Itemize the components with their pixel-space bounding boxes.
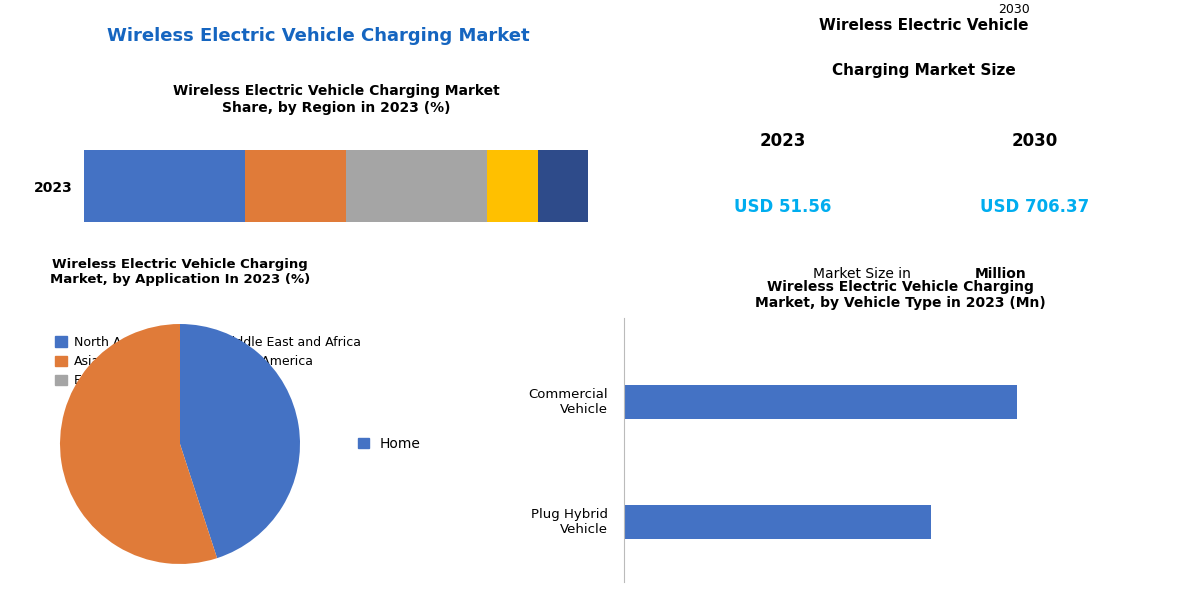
Text: USD 706.37: USD 706.37 — [980, 198, 1090, 216]
Legend: Home: Home — [352, 431, 426, 457]
Bar — [624, 505, 931, 539]
Text: Wireless Electric Vehicle: Wireless Electric Vehicle — [820, 18, 1028, 33]
Title: Wireless Electric Vehicle Charging
Market, by Application In 2023 (%): Wireless Electric Vehicle Charging Marke… — [50, 258, 310, 286]
Title: Wireless Electric Vehicle Charging Market
Share, by Region in 2023 (%): Wireless Electric Vehicle Charging Marke… — [173, 85, 499, 115]
Wedge shape — [60, 324, 217, 564]
Text: Market Size in: Market Size in — [814, 267, 916, 281]
Bar — [245, 150, 346, 222]
Text: 2030: 2030 — [998, 3, 1030, 16]
Text: 2023: 2023 — [760, 132, 806, 150]
Bar — [538, 150, 588, 222]
Text: Wireless Electric Vehicle Charging Market: Wireless Electric Vehicle Charging Marke… — [107, 27, 529, 45]
Bar — [346, 150, 487, 222]
Bar — [487, 150, 538, 222]
Wedge shape — [180, 324, 300, 558]
Bar — [84, 150, 245, 222]
Text: 2030: 2030 — [1012, 132, 1058, 150]
Title: Wireless Electric Vehicle Charging
Market, by Vehicle Type in 2023 (Mn): Wireless Electric Vehicle Charging Marke… — [755, 280, 1045, 310]
Text: USD 51.56: USD 51.56 — [734, 198, 832, 216]
Text: Million: Million — [974, 267, 1026, 281]
Legend: North America, Asia-Pacific, Europe, Middle East and Africa, South America: North America, Asia-Pacific, Europe, Mid… — [50, 331, 366, 392]
Text: Charging Market Size: Charging Market Size — [832, 63, 1016, 78]
Bar — [624, 385, 1016, 419]
